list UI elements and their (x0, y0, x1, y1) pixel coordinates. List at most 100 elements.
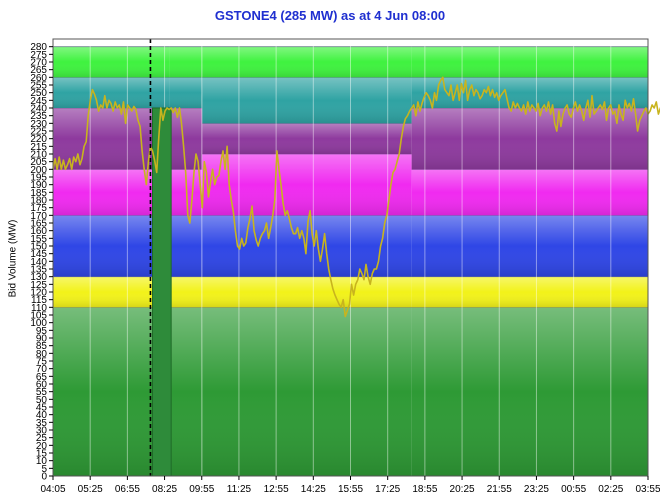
y-tick-label-95: 95 (36, 326, 48, 337)
x-tick-label-10: 18:55 (412, 484, 437, 495)
y-tick-label-70: 70 (36, 364, 48, 375)
y-tick-label-80: 80 (36, 349, 48, 360)
band-sheen-0-1 (53, 276, 170, 308)
y-tick-label-100: 100 (30, 318, 47, 329)
y-tick-label-180: 180 (30, 196, 47, 207)
y-tick-label-220: 220 (30, 134, 47, 145)
y-tick-label-135: 135 (30, 265, 47, 276)
y-tick-label-35: 35 (36, 418, 48, 429)
y-tick-label-235: 235 (30, 111, 47, 122)
x-tick-label-6: 12:55 (264, 484, 289, 495)
y-tick-label-30: 30 (36, 426, 48, 437)
x-tick-label-3: 08:25 (152, 484, 177, 495)
y-tick-label-185: 185 (30, 188, 47, 199)
band-sheen-0-0 (53, 307, 170, 476)
y-tick-label-120: 120 (30, 288, 47, 299)
band-sheen-0-2 (53, 215, 170, 277)
y-tick-label-40: 40 (36, 410, 48, 421)
x-tick-label-0: 04:05 (40, 484, 65, 495)
x-axis: 04:05 05:25 06:55 08:25 09:55 11:25 12:55 14:25… (40, 476, 660, 495)
y-tick-label-205: 205 (30, 157, 47, 168)
actual-series (52, 76, 660, 318)
y-tick-label-255: 255 (30, 81, 47, 92)
band-sheen-0-6 (53, 46, 170, 78)
y-tick-label-50: 50 (36, 395, 48, 406)
band-sheen-3-6 (411, 46, 648, 78)
band-sheen-3-1 (411, 276, 648, 308)
y-tick-label-20: 20 (36, 441, 48, 452)
y-tick-label-145: 145 (30, 249, 47, 260)
y-tick-label-110: 110 (31, 303, 47, 314)
y-tick-label-210: 210 (30, 150, 47, 161)
x-tick-label-12: 21:55 (487, 484, 512, 495)
band-sheen-3-0 (411, 307, 648, 476)
x-tick-label-15: 02:25 (598, 484, 623, 495)
y-tick-label-5: 5 (41, 464, 47, 475)
band-sheen-2-5 (202, 77, 412, 124)
y-tick-label-240: 240 (30, 104, 47, 115)
x-tick-label-2: 06:55 (115, 484, 140, 495)
y-tick-label-225: 225 (30, 127, 47, 138)
y-tick-label-15: 15 (36, 449, 48, 460)
x-tick-label-7: 14:25 (301, 484, 326, 495)
x-tick-label-11: 20:25 (450, 484, 475, 495)
y-tick-label-140: 140 (30, 257, 47, 268)
y-tick-label-115: 115 (31, 295, 47, 306)
x-tick-label-9: 17:25 (375, 484, 400, 495)
band-sheen-2-4 (202, 123, 412, 154)
y-tick-label-200: 200 (30, 165, 47, 176)
band-sheen-2-0 (202, 307, 412, 476)
y-tick-label-170: 170 (30, 211, 47, 222)
y-tick-label-265: 265 (30, 65, 47, 76)
y-tick-label-245: 245 (30, 96, 47, 107)
band-sheen-1-6 (169, 46, 203, 78)
band-sheen-1-5 (169, 77, 203, 108)
x-tick-label-1: 05:25 (78, 484, 103, 495)
y-tick-label-55: 55 (36, 387, 48, 398)
y-tick-label-270: 270 (30, 58, 47, 69)
y-tick-label-175: 175 (30, 203, 47, 214)
y-tick-label-75: 75 (36, 357, 48, 368)
x-tick-label-13: 23:25 (524, 484, 549, 495)
x-tick-label-16: 03:55 (635, 484, 660, 495)
y-tick-label-85: 85 (36, 341, 48, 352)
band-sheen-3-4 (411, 108, 648, 170)
x-tick-label-14: 00:55 (561, 484, 586, 495)
x-tick-label-4: 09:55 (189, 484, 214, 495)
y-tick-label-160: 160 (30, 226, 47, 237)
x-tick-label-8: 15:55 (338, 484, 363, 495)
y-axis: 0510152025303540455055606570758085909510… (30, 42, 53, 483)
x-tick-label-5: 11:25 (227, 484, 252, 495)
y-tick-label-125: 125 (30, 280, 47, 291)
y-tick-label-105: 105 (30, 311, 47, 322)
y-tick-label-280: 280 (30, 42, 47, 53)
y-tick-label-190: 190 (30, 180, 47, 191)
band-sheen-2-1 (202, 276, 412, 308)
band-sheen-1-2 (169, 215, 203, 277)
y-tick-label-150: 150 (30, 242, 47, 253)
actual-line (52, 76, 660, 318)
band-sheen-3-5 (411, 77, 648, 108)
y-tick-label-275: 275 (30, 50, 47, 61)
band-sheen-1-0 (169, 307, 203, 476)
y-tick-label-130: 130 (30, 272, 47, 283)
y-tick-label-165: 165 (30, 219, 47, 230)
band-sheen-2-6 (202, 46, 412, 78)
band-sheen-3-2 (411, 215, 648, 277)
y-tick-label-195: 195 (30, 173, 47, 184)
band-sheen-0-3 (53, 169, 170, 216)
y-tick-label-65: 65 (36, 372, 48, 383)
y-tick-label-215: 215 (30, 142, 47, 153)
y-tick-label-230: 230 (30, 119, 47, 130)
y-tick-label-155: 155 (30, 234, 47, 245)
chart-title: GSTONE4 (285 MW) as at 4 Jun 08:00 (214, 8, 446, 23)
y-tick-label-260: 260 (30, 73, 47, 84)
y-tick-label-250: 250 (30, 88, 47, 99)
y-tick-label-45: 45 (36, 403, 48, 414)
y-tick-label-60: 60 (36, 380, 48, 391)
y-tick-label-10: 10 (36, 456, 48, 467)
y-tick-label-25: 25 (36, 433, 48, 444)
band-sheen-1-1 (169, 276, 203, 308)
band-sheen-3-3 (411, 169, 648, 216)
